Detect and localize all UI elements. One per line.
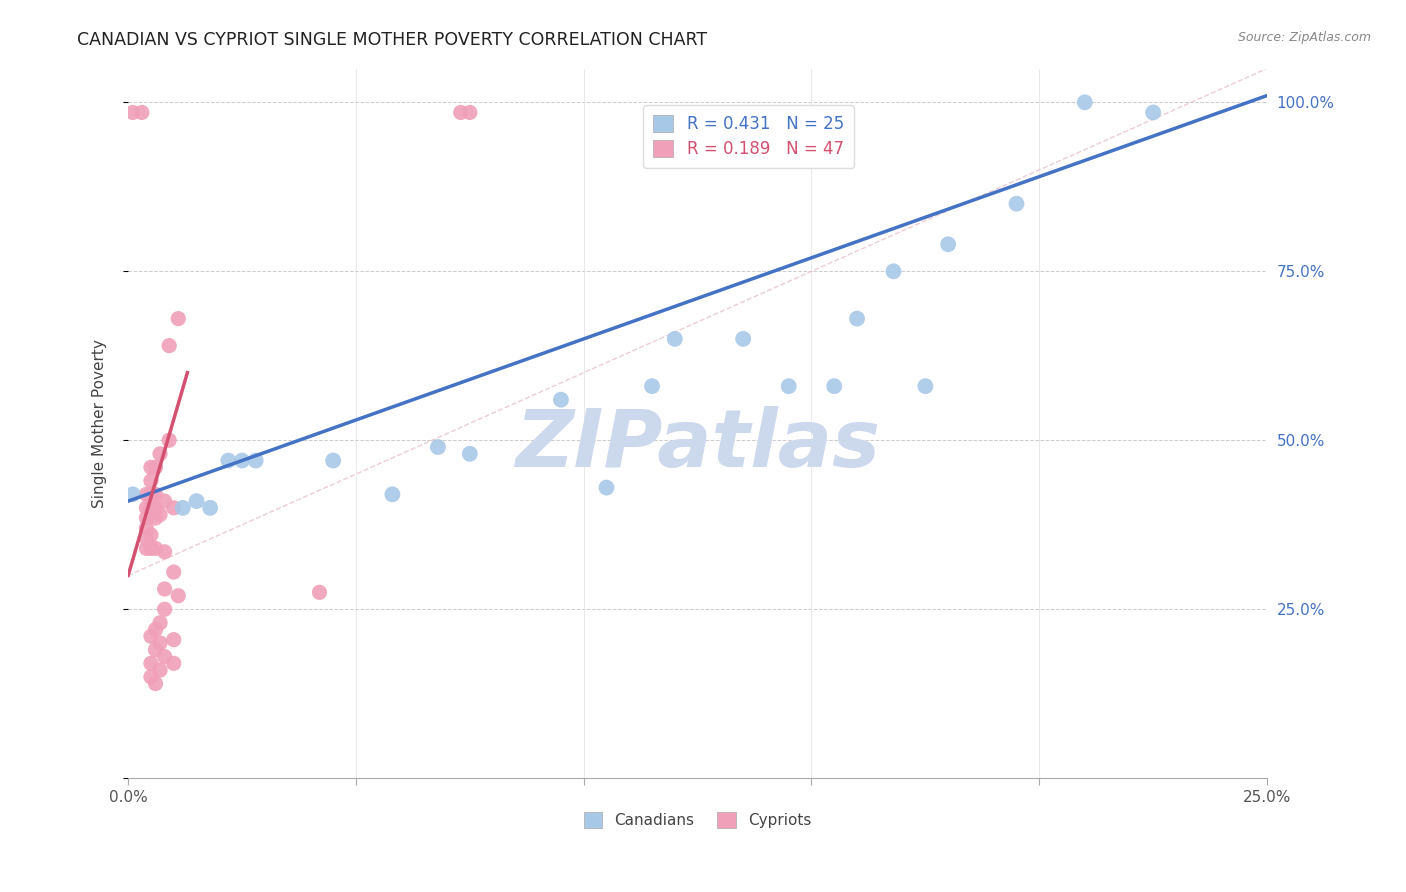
- Text: Source: ZipAtlas.com: Source: ZipAtlas.com: [1237, 31, 1371, 45]
- Point: [145, 487, 167, 501]
- Point: [135, 511, 157, 525]
- Point: [186, 494, 208, 508]
- Point: [139, 657, 162, 671]
- Point: [135, 541, 157, 556]
- Point: [163, 657, 186, 671]
- Point: [121, 487, 143, 501]
- Point: [149, 636, 172, 650]
- Point: [135, 500, 157, 515]
- Point: [882, 264, 904, 278]
- Point: [145, 541, 167, 556]
- Point: [163, 500, 186, 515]
- Point: [157, 434, 180, 448]
- Point: [595, 481, 617, 495]
- Point: [163, 565, 186, 579]
- Point: [381, 487, 404, 501]
- Point: [145, 500, 167, 515]
- Point: [149, 508, 172, 522]
- Point: [145, 511, 167, 525]
- Point: [217, 453, 239, 467]
- Point: [145, 623, 167, 637]
- Point: [153, 582, 176, 596]
- Point: [135, 531, 157, 545]
- Point: [149, 447, 172, 461]
- Point: [163, 632, 186, 647]
- Point: [322, 453, 344, 467]
- Point: [936, 237, 959, 252]
- Point: [426, 440, 449, 454]
- Point: [149, 663, 172, 677]
- Point: [167, 589, 190, 603]
- Y-axis label: Single Mother Poverty: Single Mother Poverty: [93, 339, 107, 508]
- Point: [641, 379, 664, 393]
- Point: [145, 642, 167, 657]
- Point: [846, 311, 869, 326]
- Point: [139, 541, 162, 556]
- Point: [145, 676, 167, 690]
- Point: [145, 460, 167, 475]
- Point: [153, 545, 176, 559]
- Point: [149, 615, 172, 630]
- Point: [1142, 105, 1164, 120]
- Point: [139, 460, 162, 475]
- Point: [131, 105, 153, 120]
- Point: [153, 602, 176, 616]
- Point: [139, 528, 162, 542]
- Point: [1005, 196, 1028, 211]
- Point: [172, 500, 194, 515]
- Legend: Canadians, Cypriots: Canadians, Cypriots: [578, 806, 817, 834]
- Point: [550, 392, 572, 407]
- Point: [139, 670, 162, 684]
- Point: [823, 379, 845, 393]
- Point: [139, 487, 162, 501]
- Point: [458, 105, 481, 120]
- Point: [1074, 95, 1097, 110]
- Point: [139, 494, 162, 508]
- Point: [139, 500, 162, 515]
- Point: [121, 105, 143, 120]
- Point: [135, 521, 157, 535]
- Point: [308, 585, 330, 599]
- Point: [664, 332, 686, 346]
- Point: [458, 447, 481, 461]
- Point: [450, 105, 472, 120]
- Point: [245, 453, 267, 467]
- Text: CANADIAN VS CYPRIOT SINGLE MOTHER POVERTY CORRELATION CHART: CANADIAN VS CYPRIOT SINGLE MOTHER POVERT…: [77, 31, 707, 49]
- Text: ZIPatlas: ZIPatlas: [515, 406, 880, 483]
- Point: [157, 338, 180, 352]
- Point: [153, 494, 176, 508]
- Point: [733, 332, 755, 346]
- Point: [167, 311, 190, 326]
- Point: [153, 649, 176, 664]
- Point: [139, 629, 162, 643]
- Point: [135, 487, 157, 501]
- Point: [231, 453, 253, 467]
- Point: [778, 379, 800, 393]
- Point: [914, 379, 936, 393]
- Point: [198, 500, 221, 515]
- Point: [139, 474, 162, 488]
